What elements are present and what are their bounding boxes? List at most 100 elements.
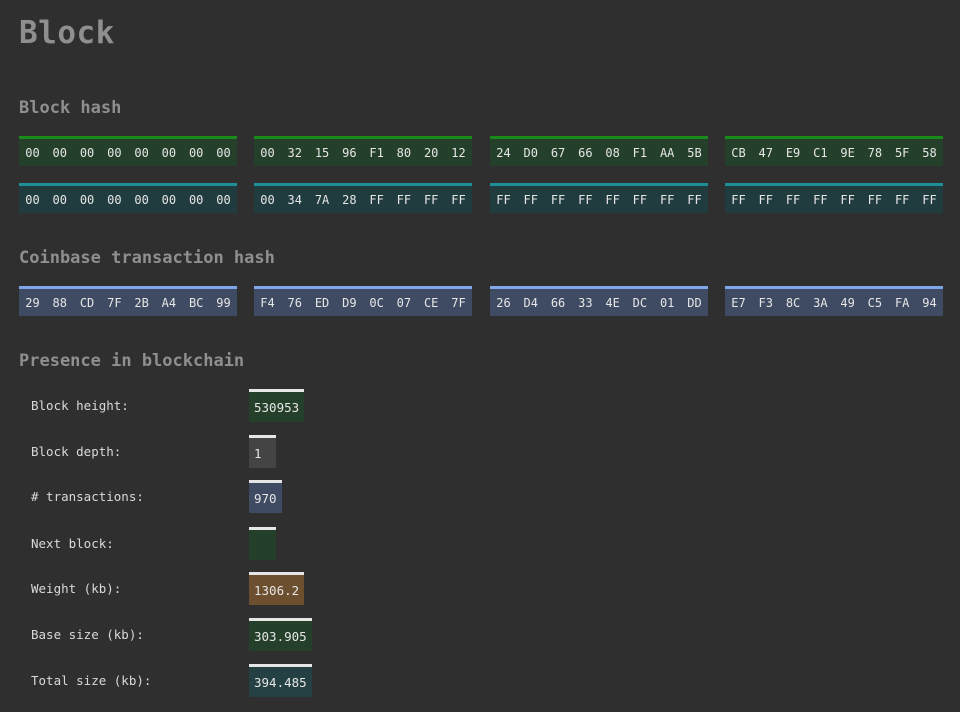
transactions-value: 970 <box>249 480 282 513</box>
hex-byte: FF <box>369 192 384 207</box>
hex-byte: 67 <box>550 145 566 160</box>
hex-byte: 7F <box>107 295 122 310</box>
hex-byte: 78 <box>867 145 883 160</box>
hex-byte: FF <box>550 192 566 207</box>
hex-byte: 94 <box>922 295 937 310</box>
hex-byte: 32 <box>287 145 302 160</box>
hex-byte: FF <box>396 192 412 207</box>
hex-byte: 00 <box>188 145 204 160</box>
hex-byte: FF <box>578 192 593 207</box>
hex-byte: 3A <box>813 295 828 310</box>
hex-byte: 00 <box>25 192 40 207</box>
hex-byte: FF <box>687 192 702 207</box>
page-title: Block <box>19 15 115 51</box>
hex-byte: 76 <box>287 295 302 310</box>
hex-byte: F4 <box>260 295 275 310</box>
hex-byte: F3 <box>758 295 773 310</box>
hex-byte: 00 <box>188 192 204 207</box>
weight-label: Weight (kb): <box>31 581 122 596</box>
total-size-value: 394.485 <box>249 664 312 697</box>
coinbase-hash-row: 29 88 CD 7F 2B A4 BC 99 F4 76 ED D9 0C 07 CE 7F 26 D4 66… <box>19 286 943 319</box>
hex-byte: 58 <box>922 145 937 160</box>
hex-byte: FF <box>605 192 620 207</box>
weight-value: 1306.2 <box>249 572 305 605</box>
hex-byte: 00 <box>25 145 40 160</box>
hex-byte: 2B <box>134 295 149 310</box>
block-hash-heading: Block hash <box>19 98 122 118</box>
coinbase-group-1: F4 76 ED D9 0C 07 CE 7F <box>254 286 472 316</box>
hex-byte: FF <box>758 192 773 207</box>
hex-byte: CE <box>423 295 439 310</box>
presence-heading: Presence in blockchain <box>19 351 245 371</box>
hex-byte: 00 <box>52 192 67 207</box>
hex-byte: FF <box>731 192 746 207</box>
next-block-value <box>249 527 276 560</box>
hex-byte: FF <box>894 192 910 207</box>
block-hash-row: 00 00 00 00 00 00 00 00 00 32 15 96 F1 80 20 12 24 D0 67… <box>19 136 943 169</box>
hex-byte: 33 <box>578 295 593 310</box>
hex-byte: 15 <box>314 145 330 160</box>
hex-byte: 00 <box>216 192 231 207</box>
hex-byte: 34 <box>287 192 302 207</box>
block-hash-group-1: 00 32 15 96 F1 80 20 12 <box>254 136 472 166</box>
hex-byte: 66 <box>578 145 593 160</box>
block-hash-group-3: CB 47 E9 C1 9E 78 5F 58 <box>725 136 943 166</box>
hex-byte: FF <box>523 192 538 207</box>
hex-byte: 96 <box>342 145 357 160</box>
hex-byte: 28 <box>342 192 357 207</box>
hex-byte: 00 <box>52 145 67 160</box>
hex-byte: 9E <box>840 145 855 160</box>
hex-byte: D9 <box>342 295 357 310</box>
hex-byte: FF <box>423 192 439 207</box>
hex-byte: C5 <box>867 295 883 310</box>
hex-byte: 7F <box>451 295 466 310</box>
hex-byte: 5B <box>687 145 702 160</box>
hex-byte: F1 <box>632 145 648 160</box>
hex-byte: FF <box>813 192 828 207</box>
hex-byte: 00 <box>134 145 149 160</box>
hex-byte: 00 <box>79 192 95 207</box>
target-hash-row: 00 00 00 00 00 00 00 00 00 34 7A 28 FF FF FF FF FF FF FF… <box>19 183 943 216</box>
hex-byte: 47 <box>758 145 773 160</box>
hex-byte: C1 <box>813 145 828 160</box>
hex-byte: 00 <box>134 192 149 207</box>
hex-byte: 07 <box>396 295 412 310</box>
hex-byte: 7A <box>314 192 330 207</box>
hex-byte: FF <box>922 192 937 207</box>
hex-byte: CD <box>79 295 95 310</box>
hex-byte: FF <box>659 192 675 207</box>
hex-byte: FA <box>894 295 910 310</box>
block-height-value: 530953 <box>249 389 305 422</box>
target-group-0: 00 00 00 00 00 00 00 00 <box>19 183 237 213</box>
hex-byte: 24 <box>496 145 511 160</box>
hex-byte: F1 <box>369 145 384 160</box>
block-height-label: Block height: <box>31 398 129 413</box>
hex-byte: 80 <box>396 145 412 160</box>
hex-byte: FF <box>496 192 511 207</box>
hex-byte: 49 <box>840 295 855 310</box>
hex-byte: 99 <box>216 295 231 310</box>
hex-byte: 66 <box>550 295 566 310</box>
hex-byte: 00 <box>216 145 231 160</box>
hex-byte: 88 <box>52 295 67 310</box>
hex-byte: 0C <box>369 295 384 310</box>
hex-byte: FF <box>840 192 855 207</box>
total-size-label: Total size (kb): <box>31 673 152 688</box>
hex-byte: DC <box>632 295 648 310</box>
target-group-1: 00 34 7A 28 FF FF FF FF <box>254 183 472 213</box>
coinbase-group-2: 26 D4 66 33 4E DC 01 DD <box>490 286 708 316</box>
hex-byte: 8C <box>785 295 801 310</box>
coinbase-group-3: E7 F3 8C 3A 49 C5 FA 94 <box>725 286 943 316</box>
hex-byte: FF <box>632 192 648 207</box>
coinbase-group-0: 29 88 CD 7F 2B A4 BC 99 <box>19 286 237 316</box>
base-size-label: Base size (kb): <box>31 627 144 642</box>
hex-byte: 00 <box>79 145 95 160</box>
hex-byte: 26 <box>496 295 511 310</box>
target-group-2: FF FF FF FF FF FF FF FF <box>490 183 708 213</box>
hex-byte: E9 <box>785 145 801 160</box>
hex-byte: AA <box>659 145 675 160</box>
hex-byte: BC <box>188 295 204 310</box>
hex-byte: FF <box>451 192 466 207</box>
block-depth-value: 1 <box>249 435 276 468</box>
